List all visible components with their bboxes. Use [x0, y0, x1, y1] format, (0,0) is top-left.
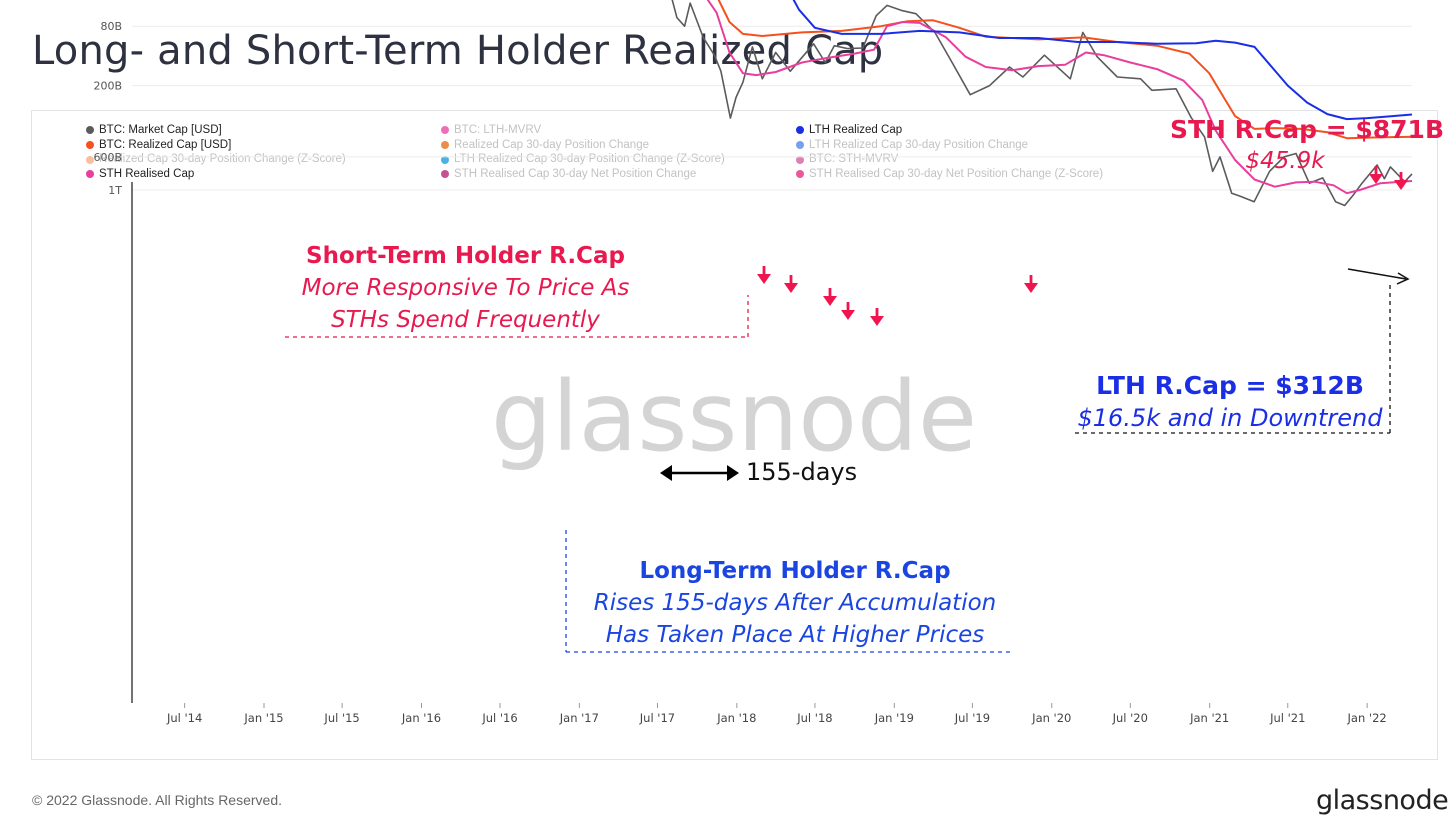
legend-item[interactable]: BTC: Realized Cap [USD] — [86, 138, 346, 153]
legend-item[interactable]: STH Realised Cap 30-day Net Position Cha… — [441, 167, 725, 182]
legend-dot-icon — [441, 155, 449, 164]
legend-dot-icon — [796, 155, 804, 164]
legend-label: LTH Realized Cap — [809, 124, 903, 136]
lth-cap-annotation: LTH R.Cap = $312B $16.5k and in Downtren… — [1072, 370, 1388, 434]
legend-label: BTC: LTH-MVRV — [454, 124, 542, 136]
legend-label: STH Realised Cap — [99, 168, 195, 181]
legend-column-2: BTC: LTH-MVRV Realized Cap 30-day Positio… — [441, 123, 725, 182]
legend-label: BTC: STH-MVRV — [809, 153, 899, 166]
legend-label: Realized Cap 30-day Position Change (Z-S… — [99, 153, 346, 166]
legend-label: LTH Realized Cap 30-day Position Change … — [454, 153, 725, 166]
legend-dot-icon — [86, 141, 94, 150]
lth-price-value: $16.5k and in Downtrend — [1077, 404, 1383, 432]
legend-item[interactable]: LTH Realized Cap 30-day Position Change … — [441, 152, 725, 167]
chart-frame — [31, 110, 1438, 760]
legend-dot-icon — [441, 141, 449, 150]
legend-dot-icon — [86, 170, 94, 179]
legend-dot-icon — [441, 126, 449, 135]
legend-item[interactable]: BTC: STH-MVRV — [796, 152, 1103, 167]
legend-item[interactable]: Realized Cap 30-day Position Change — [441, 138, 725, 153]
legend-label: BTC: Market Cap [USD] — [99, 124, 222, 136]
legend-label: Realized Cap 30-day Position Change — [454, 138, 649, 151]
legend-dot-icon — [796, 126, 804, 135]
lth-annotation-line-2: Has Taken Place At Higher Prices — [605, 622, 985, 648]
legend-dot-icon — [86, 126, 94, 135]
lth-annotation-heading: Long-Term Holder R.Cap — [639, 558, 951, 584]
legend-label: LTH Realized Cap 30-day Position Change — [809, 138, 1029, 151]
footer-copyright: © 2022 Glassnode. All Rights Reserved. — [32, 792, 283, 808]
legend-item[interactable]: LTH Realized Cap 30-day Position Change — [796, 138, 1103, 153]
page-title: Long- and Short-Term Holder Realized Cap — [32, 28, 884, 74]
legend-label: STH Realised Cap 30-day Net Position Cha… — [454, 168, 697, 181]
legend-item[interactable]: BTC: LTH-MVRV — [441, 123, 725, 138]
sth-annotation-heading: Short-Term Holder R.Cap — [306, 243, 625, 269]
legend-item[interactable]: Realized Cap 30-day Position Change (Z-S… — [86, 152, 346, 167]
footer-logo: glassnode — [1316, 785, 1449, 816]
sth-cap-value: STH R.Cap = $871B — [1170, 115, 1444, 144]
legend-item[interactable]: BTC: Market Cap [USD] — [86, 123, 346, 138]
sth-annotation: Short-Term Holder R.Cap More Responsive … — [258, 240, 673, 336]
sth-price-value: $45.9k — [1245, 148, 1325, 174]
legend-dot-icon — [796, 170, 804, 179]
legend-dot-icon — [86, 155, 94, 164]
sth-cap-annotation: STH R.Cap = $871B $45.9k — [1170, 114, 1444, 176]
legend-item[interactable]: STH Realised Cap 30-day Net Position Cha… — [796, 167, 1103, 182]
legend-dot-icon — [441, 170, 449, 179]
legend-column-1: BTC: Market Cap [USD] BTC: Realized Cap [… — [86, 123, 346, 182]
sth-annotation-line-1: More Responsive To Price As — [301, 275, 630, 301]
lth-annotation: Long-Term Holder R.Cap Rises 155-days Af… — [565, 555, 1025, 651]
lth-annotation-line-1: Rises 155-days After Accumulation — [593, 590, 997, 616]
legend-item[interactable]: LTH Realized Cap — [796, 123, 1103, 138]
legend-label: BTC: Realized Cap [USD] — [99, 138, 232, 151]
days-label: 155-days — [746, 458, 858, 486]
y-tick-label: 200B — [93, 80, 122, 93]
legend-label: STH Realised Cap 30-day Net Position Cha… — [809, 168, 1104, 181]
legend-dot-icon — [796, 141, 804, 150]
legend-column-3: LTH Realized Cap LTH Realized Cap 30-day … — [796, 123, 1103, 182]
legend-item[interactable]: STH Realised Cap — [86, 167, 346, 182]
lth-cap-value: LTH R.Cap = $312B — [1096, 371, 1364, 400]
sth-annotation-line-2: STHs Spend Frequently — [331, 307, 600, 333]
